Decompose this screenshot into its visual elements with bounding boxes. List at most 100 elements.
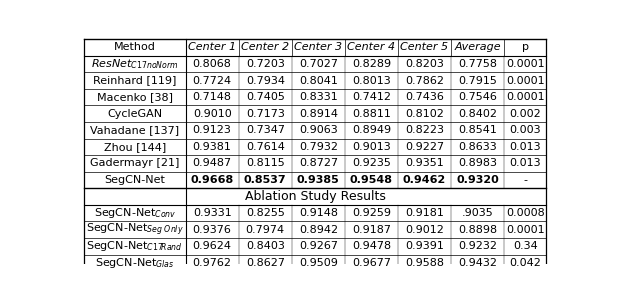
Text: 0.7203: 0.7203 [246,59,285,69]
Text: 0.9668: 0.9668 [191,175,234,185]
Text: SegCN-Net$_{Seg\ Only}$: SegCN-Net$_{Seg\ Only}$ [86,222,184,238]
Text: 0.9588: 0.9588 [405,258,444,268]
Text: 0.9391: 0.9391 [405,241,444,251]
Text: 0.9320: 0.9320 [456,175,499,185]
Text: 0.0001: 0.0001 [506,75,545,86]
Text: 0.9762: 0.9762 [193,258,232,268]
Text: 0.8203: 0.8203 [405,59,444,69]
Text: CycleGAN: CycleGAN [108,109,163,119]
Text: 0.9351: 0.9351 [405,158,444,168]
Text: 0.003: 0.003 [509,125,541,135]
Text: 0.9376: 0.9376 [193,225,232,235]
Text: 0.042: 0.042 [509,258,541,268]
Text: 0.7915: 0.7915 [458,75,497,86]
Text: 0.0008: 0.0008 [506,208,545,218]
Text: Average: Average [454,42,501,52]
Text: Center 5: Center 5 [401,42,449,52]
Text: 0.9227: 0.9227 [405,142,444,152]
Text: 0.7932: 0.7932 [299,142,338,152]
Text: Reinhard [119]: Reinhard [119] [93,75,177,86]
Text: 0.8068: 0.8068 [193,59,232,69]
Text: 0.7436: 0.7436 [405,92,444,102]
Text: 0.7347: 0.7347 [246,125,285,135]
Text: 0.9381: 0.9381 [193,142,232,152]
Text: 0.7546: 0.7546 [458,92,497,102]
Text: $\mathit{ResNet}_{C17noNorm}$: $\mathit{ResNet}_{C17noNorm}$ [91,57,179,71]
Text: -: - [523,175,527,185]
Text: 0.013: 0.013 [509,142,541,152]
Text: Method: Method [114,42,156,52]
Text: .9035: .9035 [461,208,493,218]
Text: 0.9487: 0.9487 [193,158,232,168]
Text: 0.7405: 0.7405 [246,92,285,102]
Text: 0.9478: 0.9478 [352,241,391,251]
Text: 0.8115: 0.8115 [246,158,285,168]
Text: SegCN-Net: SegCN-Net [104,175,165,185]
Text: 0.7027: 0.7027 [299,59,338,69]
Text: 0.7173: 0.7173 [246,109,285,119]
Text: 0.9548: 0.9548 [350,175,393,185]
Text: 0.8402: 0.8402 [458,109,497,119]
Text: 0.9432: 0.9432 [458,258,497,268]
Text: 0.8041: 0.8041 [299,75,338,86]
Text: Zhou [144]: Zhou [144] [104,142,166,152]
Text: 0.8289: 0.8289 [352,59,391,69]
Text: Center 2: Center 2 [241,42,289,52]
Text: 0.8727: 0.8727 [299,158,338,168]
Text: 0.9187: 0.9187 [352,225,391,235]
Text: 0.0001: 0.0001 [506,225,545,235]
Text: 0.0001: 0.0001 [506,92,545,102]
Text: SegCN-Net$_{C17Rand}$: SegCN-Net$_{C17Rand}$ [86,239,183,253]
Text: 0.9148: 0.9148 [299,208,338,218]
Text: Ablation Study Results: Ablation Study Results [244,190,385,203]
Text: Macenko [38]: Macenko [38] [97,92,173,102]
Text: SegCN-Net$_{Glas}$: SegCN-Net$_{Glas}$ [95,256,175,270]
Text: p: p [522,42,529,52]
Text: 0.7934: 0.7934 [246,75,285,86]
Text: 0.7614: 0.7614 [246,142,285,152]
Text: 0.8013: 0.8013 [352,75,391,86]
Text: 0.8898: 0.8898 [458,225,497,235]
Text: 0.9235: 0.9235 [352,158,391,168]
Text: 0.9012: 0.9012 [405,225,444,235]
Text: 0.7724: 0.7724 [193,75,232,86]
Text: 0.8537: 0.8537 [244,175,287,185]
Text: 0.34: 0.34 [513,241,538,251]
Text: 0.9123: 0.9123 [193,125,232,135]
Text: 0.8633: 0.8633 [458,142,497,152]
Text: Center 3: Center 3 [294,42,342,52]
Text: 0.8942: 0.8942 [299,225,338,235]
Text: 0.7758: 0.7758 [458,59,497,69]
Text: 0.8255: 0.8255 [246,208,285,218]
Text: Vahadane [137]: Vahadane [137] [90,125,179,135]
Text: 0.8983: 0.8983 [458,158,497,168]
Text: 0.9181: 0.9181 [405,208,444,218]
Text: 0.8331: 0.8331 [299,92,338,102]
Text: 0.8811: 0.8811 [352,109,391,119]
Text: 0.8949: 0.8949 [352,125,391,135]
Text: Center 1: Center 1 [188,42,236,52]
Text: 0.9259: 0.9259 [352,208,391,218]
Text: 0.8403: 0.8403 [246,241,285,251]
Text: 0.8914: 0.8914 [299,109,338,119]
Text: Gadermayr [21]: Gadermayr [21] [90,158,179,168]
Text: 0.9462: 0.9462 [403,175,446,185]
Text: 0.8223: 0.8223 [405,125,444,135]
Text: Center 4: Center 4 [348,42,396,52]
Text: SegCN-Net$_{Conv}$: SegCN-Net$_{Conv}$ [93,206,176,220]
Text: 0.7974: 0.7974 [246,225,285,235]
Text: 0.9509: 0.9509 [299,258,338,268]
Text: 0.8102: 0.8102 [405,109,444,119]
Text: 0.8541: 0.8541 [458,125,497,135]
Text: 0.9232: 0.9232 [458,241,497,251]
Text: 0.0001: 0.0001 [506,59,545,69]
Text: 0.9013: 0.9013 [352,142,391,152]
Text: 0.7412: 0.7412 [352,92,391,102]
Text: 0.9677: 0.9677 [352,258,391,268]
Text: 0.9267: 0.9267 [299,241,338,251]
Text: 0.013: 0.013 [509,158,541,168]
Text: 0.7148: 0.7148 [193,92,232,102]
Text: 0.8627: 0.8627 [246,258,285,268]
Text: 0.9624: 0.9624 [193,241,232,251]
Text: 0.002: 0.002 [509,109,541,119]
